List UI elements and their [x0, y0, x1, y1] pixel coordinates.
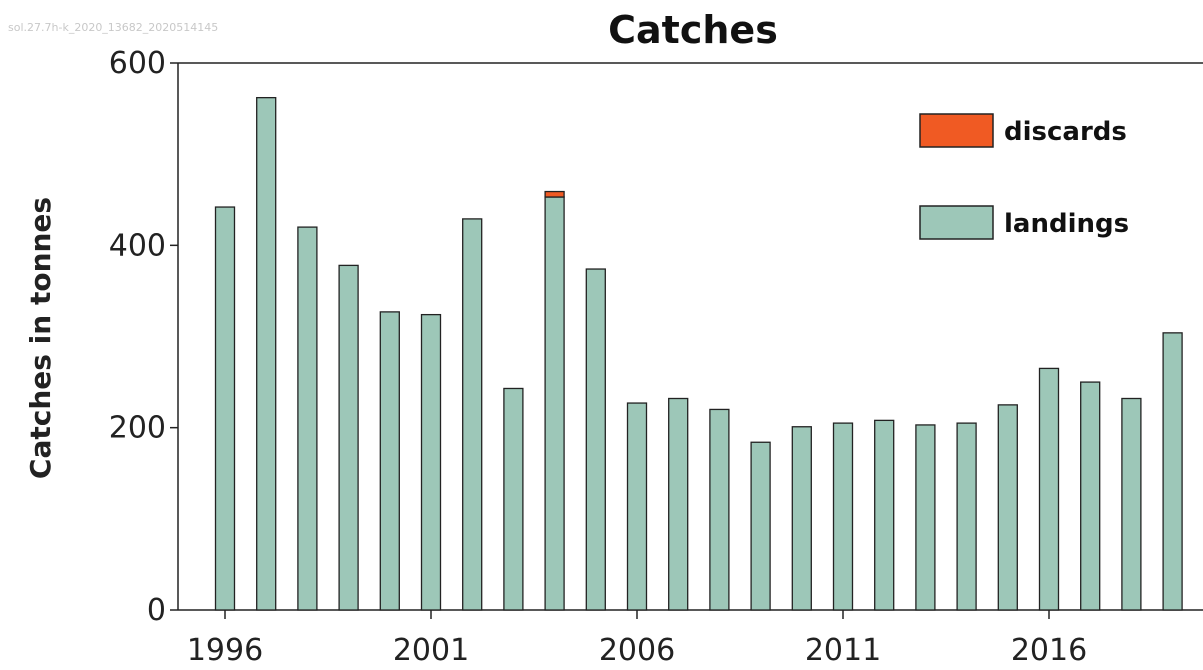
bar-landings-2001: [420, 313, 442, 611]
bar-landings-2014: [956, 422, 977, 611]
legend-swatch-landings: [919, 205, 994, 240]
bar-landings-2008: [709, 408, 730, 611]
bar-landings-1999: [338, 264, 359, 611]
bars-group: [214, 96, 1183, 611]
bar-landings-2019: [1162, 332, 1183, 611]
y-axis-label: Catches in tonnes: [24, 197, 57, 479]
bar-landings-2007: [668, 397, 689, 611]
bar-landings-2015: [997, 404, 1018, 611]
bar-landings-2002: [462, 218, 483, 611]
x-tick-label-1996: 1996: [187, 633, 263, 668]
bar-landings-2010: [791, 426, 812, 611]
bar-discards-2004: [544, 190, 565, 198]
x-tick-label-2001: 2001: [393, 633, 469, 668]
bar-landings-1998: [297, 226, 318, 611]
bar-landings-1997: [256, 96, 277, 611]
bar-landings-2000: [379, 311, 400, 611]
bar-landings-2009: [750, 441, 771, 611]
y-tick-label-600: 600: [109, 46, 166, 81]
bar-landings-2012: [874, 419, 895, 611]
chart-title: Catches: [608, 8, 778, 52]
x-tick-label-2016: 2016: [1011, 633, 1087, 668]
bar-landings-2011: [832, 422, 854, 611]
x-tick-label-2006: 2006: [599, 633, 675, 668]
legend-label-landings: landings: [1004, 209, 1129, 239]
plot-area: 0 200 400 600 1996 2001 2006 2011 2016: [109, 46, 1203, 668]
legend-swatch-discards: [919, 113, 994, 148]
bar-landings-2005: [585, 268, 606, 611]
y-tick-label-0: 0: [147, 593, 166, 628]
bar-landings-2017: [1080, 381, 1101, 611]
y-ticks-group: 0 200 400 600: [109, 46, 178, 628]
legend: discards landings: [919, 113, 1129, 240]
bar-landings-2003: [503, 387, 524, 611]
legend-label-discards: discards: [1004, 117, 1127, 147]
bar-landings-2004: [544, 196, 565, 611]
bar-landings-2013: [915, 424, 936, 611]
x-ticks-group: 1996 2001 2006 2011 2016: [187, 610, 1087, 668]
y-tick-label-200: 200: [109, 411, 166, 446]
bar-landings-2018: [1121, 397, 1142, 611]
bar-landings-2006: [626, 402, 648, 611]
x-tick-label-2011: 2011: [805, 633, 881, 668]
bar-landings-2016: [1038, 367, 1060, 611]
bar-landings-1996: [214, 206, 236, 611]
y-tick-label-400: 400: [109, 228, 166, 263]
watermark-text: sol.27.7h-k_2020_13682_2020514145: [8, 21, 218, 34]
